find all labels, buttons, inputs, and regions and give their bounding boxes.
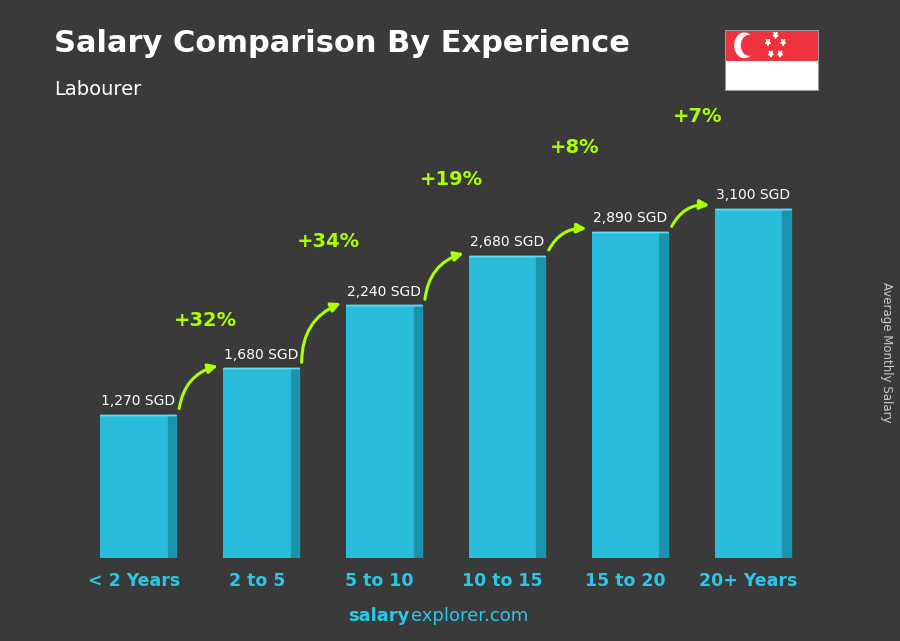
Text: Labourer: Labourer [54,80,141,99]
Polygon shape [536,256,545,558]
Polygon shape [765,40,770,46]
Bar [223,369,291,558]
Polygon shape [780,40,786,46]
Bar [469,256,536,558]
Text: 2,680 SGD: 2,680 SGD [470,235,544,249]
Polygon shape [773,32,778,38]
Polygon shape [660,232,668,558]
Text: 1,270 SGD: 1,270 SGD [101,394,176,408]
Polygon shape [413,305,422,558]
Text: +8%: +8% [550,138,599,157]
Bar [100,415,167,558]
Bar [346,305,413,558]
Polygon shape [735,33,754,58]
Polygon shape [291,369,299,558]
Polygon shape [167,415,176,558]
Text: Average Monthly Salary: Average Monthly Salary [880,282,893,423]
Text: Salary Comparison By Experience: Salary Comparison By Experience [54,29,630,58]
Text: 1,680 SGD: 1,680 SGD [224,347,298,362]
Text: 2,240 SGD: 2,240 SGD [347,285,421,299]
Polygon shape [742,36,757,55]
Polygon shape [782,208,791,558]
Text: salary: salary [348,607,410,625]
Text: 3,100 SGD: 3,100 SGD [716,188,790,202]
Bar [724,61,819,91]
Text: +7%: +7% [672,108,722,126]
Polygon shape [769,51,773,57]
Polygon shape [778,51,783,57]
Bar [724,30,819,61]
Text: 2,890 SGD: 2,890 SGD [593,212,667,226]
Text: +32%: +32% [175,311,238,330]
Bar [592,232,660,558]
Text: +19%: +19% [420,171,483,190]
Bar [715,208,782,558]
Text: explorer.com: explorer.com [411,607,528,625]
Text: +34%: +34% [297,233,360,251]
